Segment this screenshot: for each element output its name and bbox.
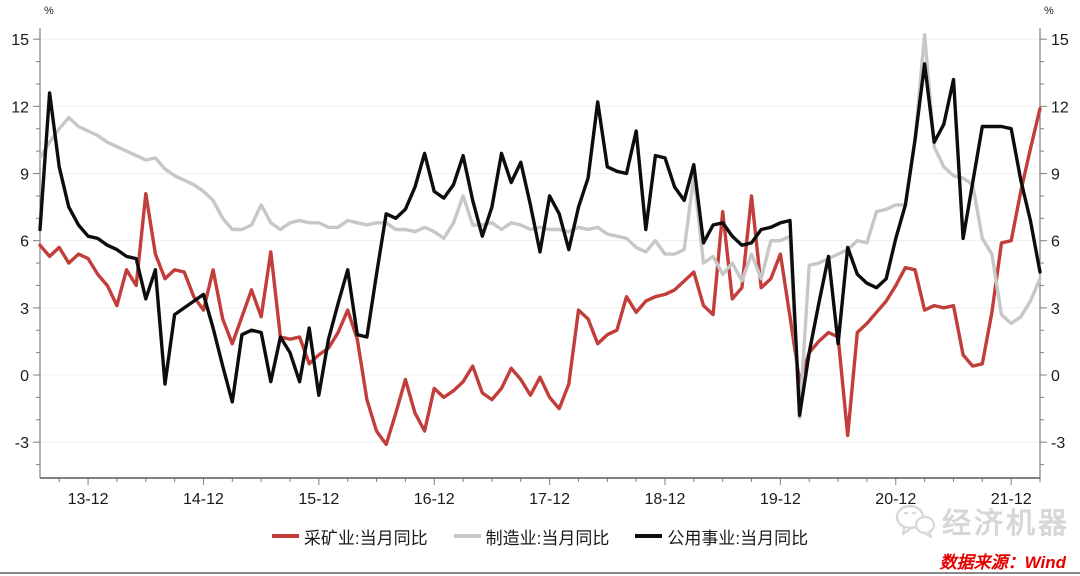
legend-swatch-manufacturing	[453, 534, 481, 538]
y-tick-label-right: 6	[1051, 234, 1060, 251]
watermark: 经济机器	[894, 500, 1070, 542]
x-tick-label: 18-12	[645, 491, 686, 508]
x-tick-label: 20-12	[875, 491, 916, 508]
y-unit-right: %	[1044, 5, 1054, 17]
y-tick-label-right: 15	[1051, 32, 1069, 49]
y-tick-label-left: -3	[15, 435, 29, 452]
legend-item-utilities: 公用事业:当月同比	[635, 524, 808, 549]
y-tick-label-right: 12	[1051, 99, 1069, 116]
legend-item-manufacturing: 制造业:当月同比	[453, 524, 610, 549]
legend-swatch-utilities	[635, 534, 663, 538]
y-tick-label-left: 9	[20, 167, 29, 184]
series-line-utilities	[38, 62, 1042, 417]
y-tick-label-left: 0	[20, 368, 29, 385]
y-tick-label-right: 3	[1051, 301, 1060, 318]
chart-legend: 采矿业:当月同比 制造业:当月同比 公用事业:当月同比	[0, 524, 1080, 548]
y-tick-label-right: 0	[1051, 368, 1060, 385]
x-tick-label: 15-12	[298, 491, 339, 508]
y-tick-label-right: -3	[1051, 435, 1065, 452]
watermark-text: 经济机器	[941, 508, 1070, 540]
x-tick-label: 16-12	[414, 491, 455, 508]
x-tick-label: 13-12	[68, 491, 109, 508]
legend-swatch-mining	[271, 534, 299, 538]
y-tick-label-right: 9	[1051, 167, 1060, 184]
bottom-divider	[0, 572, 1080, 574]
y-unit-left: %	[44, 5, 54, 17]
x-tick-label: 21-12	[991, 491, 1032, 508]
series-line-mining	[38, 106, 1042, 447]
y-tick-label-left: 15	[11, 32, 29, 49]
series-line-manufacturing	[38, 33, 1042, 420]
y-tick-label-left: 12	[11, 99, 29, 116]
y-tick-label-left: 6	[20, 234, 29, 251]
legend-label-utilities: 公用事业:当月同比	[667, 528, 809, 548]
x-tick-label: 19-12	[760, 491, 801, 508]
legend-label-manufacturing: 制造业:当月同比	[485, 528, 610, 548]
data-source-label: 数据来源：Wind	[939, 553, 1066, 572]
x-tick-label: 14-12	[183, 491, 224, 508]
wechat-icon	[894, 503, 936, 539]
y-tick-label-left: 3	[20, 301, 29, 318]
legend-item-mining: 采矿业:当月同比	[271, 524, 428, 549]
legend-label-mining: 采矿业:当月同比	[303, 528, 428, 548]
x-tick-label: 17-12	[529, 491, 570, 508]
